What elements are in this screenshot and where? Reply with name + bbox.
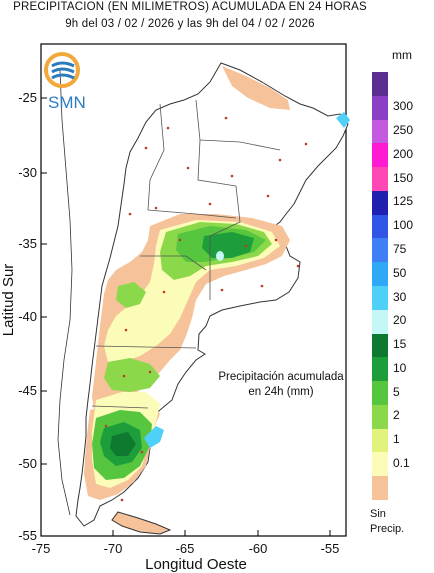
legend-swatch <box>372 476 388 501</box>
annotation-line-1: Precipitación acumulada <box>218 371 344 383</box>
legend-label: 250 <box>393 123 414 138</box>
precip-field-cyan-northeast <box>336 112 350 128</box>
legend-label: 10 <box>393 360 407 375</box>
legend-swatch <box>372 381 388 406</box>
tierra-del-fuego <box>111 511 172 535</box>
legend-label: 0.1 <box>393 456 410 470</box>
legend-label: 30 <box>393 289 407 304</box>
precip-field-darkest-green-south <box>110 432 136 456</box>
station-markers <box>104 116 308 502</box>
legend-swatch <box>372 214 388 239</box>
y-tick-label: -25 <box>18 90 37 105</box>
precip-field-green-patagonia-n <box>104 358 160 392</box>
legend-swatch <box>372 72 388 96</box>
legend-swatch <box>372 190 388 215</box>
smn-logo: SMN <box>44 52 86 112</box>
y-tick-label: -40 <box>18 309 37 324</box>
logo-text: SMN <box>48 93 86 112</box>
annotation-line-2: en 24h (mm) <box>248 386 314 398</box>
provincial-borders <box>91 99 281 409</box>
x-tick-label: -70 <box>104 541 123 556</box>
legend-label: 150 <box>393 170 414 185</box>
legend-label: 5 <box>393 384 400 399</box>
legend-label: 50 <box>393 265 407 280</box>
chile-coastline <box>57 69 73 516</box>
y-axis-title: Latitud Sur <box>0 264 17 337</box>
y-tick-label: -55 <box>18 528 37 543</box>
legend-label: 2 <box>393 408 400 423</box>
legend-label: 125 <box>393 194 414 209</box>
legend-swatch <box>372 167 388 192</box>
no-precip-label: Sin Precip. <box>370 507 404 537</box>
y-tick-label: -30 <box>18 165 37 180</box>
y-tick-label: -45 <box>18 383 37 398</box>
x-axis-title: Longitud Oeste <box>145 556 247 573</box>
x-tick-label: -60 <box>249 541 268 556</box>
map-title: PRECIPITACION (EN MILIMETROS) ACUMULADA … <box>13 1 367 13</box>
y-tick-label: -50 <box>18 456 37 471</box>
map-subtitle-dates: 9h del 03 / 02 / 2026 y las 9h del 04 / … <box>65 18 315 30</box>
precip-field-light-north <box>222 66 290 110</box>
legend-swatch <box>372 286 388 310</box>
y-tick-label: -35 <box>18 236 37 251</box>
legend-swatch <box>372 262 388 287</box>
legend-swatch <box>372 119 388 144</box>
legend-swatch <box>372 404 388 429</box>
legend-swatch <box>372 428 388 453</box>
legend-swatch <box>372 309 388 334</box>
legend-swatch <box>372 452 388 477</box>
legend-swatch <box>372 95 388 120</box>
precip-field-cyan-coast <box>144 426 164 448</box>
precip-field-green-sw <box>116 282 146 308</box>
precip-field-dark-green-central <box>202 232 254 258</box>
legend-unit: mm <box>392 48 412 62</box>
legend-label: 200 <box>393 146 414 161</box>
precip-cell-light-cyan <box>216 251 224 261</box>
map-annotation: Precipitación acumulada en 24h (mm) <box>206 370 356 400</box>
legend-label: 100 <box>393 218 414 233</box>
legend-swatch <box>372 333 388 358</box>
legend-label: 1 <box>393 432 400 447</box>
x-tick-label: -65 <box>176 541 195 556</box>
legend-swatch <box>372 357 388 382</box>
legend-label: 15 <box>393 337 407 352</box>
no-precip-label-line-2: Precip. <box>370 523 405 535</box>
x-tick-label: -75 <box>32 541 51 556</box>
legend-label: 300 <box>393 99 414 114</box>
legend-swatch <box>372 238 388 263</box>
x-tick-label: -55 <box>321 541 340 556</box>
legend-label: 20 <box>393 313 407 328</box>
legend-label: 75 <box>393 242 407 256</box>
y-axis: -25 -30 -35 -40 -45 -50 -55 Latitud Sur <box>0 90 47 543</box>
x-axis: -75 -70 -65 -60 -55 Longitud Oeste <box>32 530 340 573</box>
no-precip-label-line-1: Sin <box>370 508 386 520</box>
legend-swatch <box>372 143 388 168</box>
